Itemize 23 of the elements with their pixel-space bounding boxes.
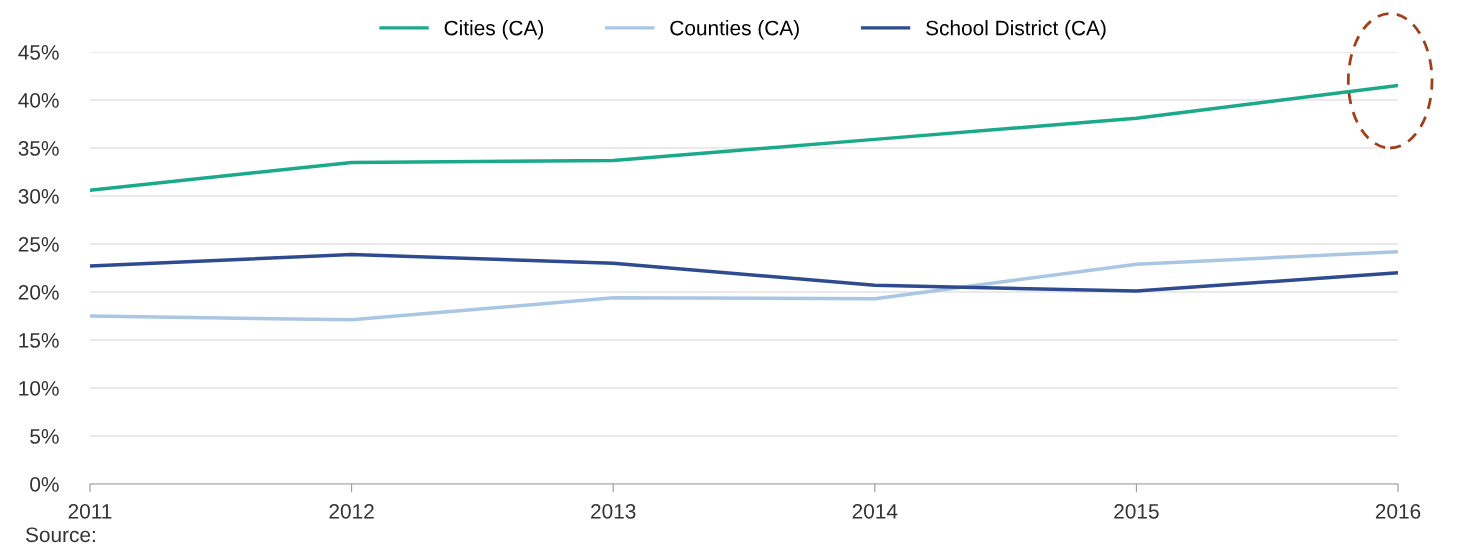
line-series	[90, 252, 1398, 293]
y-tick-label: 40%	[18, 93, 59, 108]
legend-label: Counties (CA)	[670, 20, 799, 40]
y-tick-label: 25%	[18, 237, 59, 252]
line-series	[90, 83, 1398, 192]
source-note: Source:	[25, 527, 95, 543]
line-series	[90, 249, 1398, 322]
y-tick-label: 45%	[18, 45, 59, 60]
legend-label: School District (CA)	[926, 20, 1106, 40]
y-tick-label: 10%	[19, 381, 59, 396]
x-tick-label: 2013	[591, 503, 636, 519]
y-tick-label: 35%	[18, 141, 59, 156]
x-tick-label: 2012	[329, 503, 374, 519]
x-tick-label: 2011	[68, 503, 112, 519]
x-tick-label: 2014	[852, 503, 898, 519]
y-tick-label: 20%	[18, 285, 59, 300]
x-tick-label: 2015	[1114, 503, 1159, 519]
y-tick-label: 30%	[18, 189, 59, 204]
legend-label: Cities (CA)	[444, 20, 544, 40]
y-tick-label: 5%	[30, 429, 59, 444]
y-tick-label: 0%	[30, 477, 59, 492]
x-tick-label: 2016	[1375, 503, 1421, 519]
y-tick-label: 15%	[19, 333, 59, 348]
